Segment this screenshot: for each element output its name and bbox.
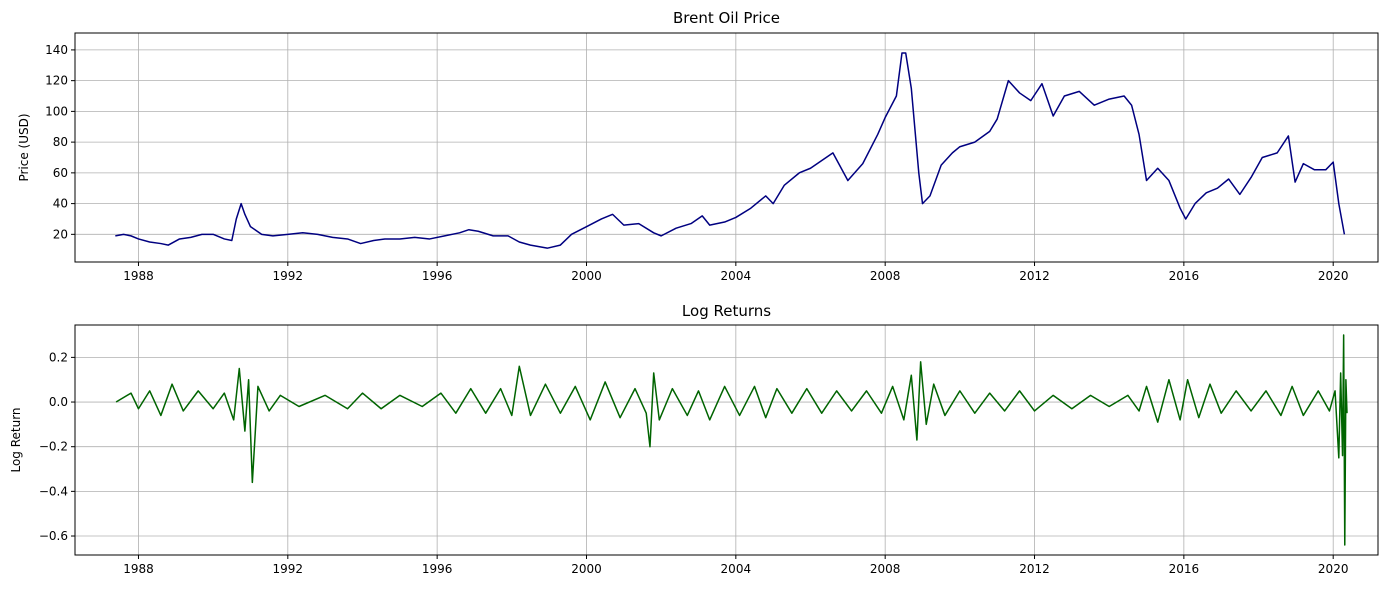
returns-y-tick-label: −0.4 [39, 484, 68, 498]
returns-x-tick-label: 1988 [123, 562, 154, 576]
price-plot-frame [74, 32, 1379, 263]
returns-chart-title: Log Returns [682, 302, 771, 320]
price-x-tick-label: 2016 [1169, 269, 1200, 283]
price-x-tick-label: 2000 [571, 269, 602, 283]
returns-grid [75, 325, 1378, 555]
price-chart-title: Brent Oil Price [673, 9, 780, 27]
price-x-tick-label: 2004 [721, 269, 752, 283]
returns-plot-frame [74, 324, 1379, 556]
price-grid [75, 33, 1378, 262]
price-x-tick-label: 1992 [273, 269, 304, 283]
price-series [115, 52, 1346, 249]
returns-x-tick-label: 2008 [870, 562, 901, 576]
price-plot-area [75, 33, 1378, 262]
log-returns-chart: 1988 1992 1996 2000 2004 2008 2012 2016 2020 0.2… [9, 302, 1379, 576]
price-y-tick-label: 80 [53, 135, 68, 149]
price-y-tick-label: 140 [45, 43, 68, 57]
returns-series-line [115, 334, 1348, 546]
returns-plot-area [75, 325, 1378, 555]
price-y-axis: 20 40 60 80 100 120 140 [45, 43, 75, 241]
price-y-axis-label: Price (USD) [17, 113, 31, 181]
price-x-tick-label: 2012 [1019, 269, 1050, 283]
price-y-tick-label: 100 [45, 104, 68, 118]
price-y-tick-label: 40 [53, 197, 68, 211]
price-x-tick-label: 2020 [1318, 269, 1349, 283]
price-x-tick-label: 1988 [123, 269, 154, 283]
price-x-tick-label: 1996 [422, 269, 453, 283]
returns-series [115, 334, 1348, 546]
returns-y-tick-label: −0.2 [39, 440, 68, 454]
returns-x-axis: 1988 1992 1996 2000 2004 2008 2012 2016 2020 [123, 555, 1348, 576]
returns-y-tick-label: 0.0 [49, 395, 68, 409]
returns-x-tick-label: 2004 [721, 562, 752, 576]
returns-y-axis-label: Log Return [9, 407, 23, 472]
returns-x-tick-label: 2020 [1318, 562, 1349, 576]
price-x-axis: 1988 1992 1996 2000 2004 2008 2012 2016 2020 [123, 262, 1348, 283]
returns-x-tick-label: 1992 [273, 562, 304, 576]
returns-x-tick-label: 2000 [571, 562, 602, 576]
returns-y-tick-label: −0.6 [39, 529, 68, 543]
price-series-line [115, 52, 1346, 249]
price-y-tick-label: 20 [53, 227, 68, 241]
returns-x-tick-label: 2012 [1019, 562, 1050, 576]
returns-x-tick-label: 2016 [1169, 562, 1200, 576]
returns-y-axis: 0.2 0.0 −0.2 −0.4 −0.6 [39, 350, 75, 543]
returns-y-tick-label: 0.2 [49, 350, 68, 364]
price-y-tick-label: 60 [53, 166, 68, 180]
price-chart: 1988 1992 1996 2000 2004 2008 2012 2016 2020 20 4… [17, 9, 1379, 283]
returns-x-tick-label: 1996 [422, 562, 453, 576]
price-y-tick-label: 120 [45, 74, 68, 88]
price-x-tick-label: 2008 [870, 269, 901, 283]
